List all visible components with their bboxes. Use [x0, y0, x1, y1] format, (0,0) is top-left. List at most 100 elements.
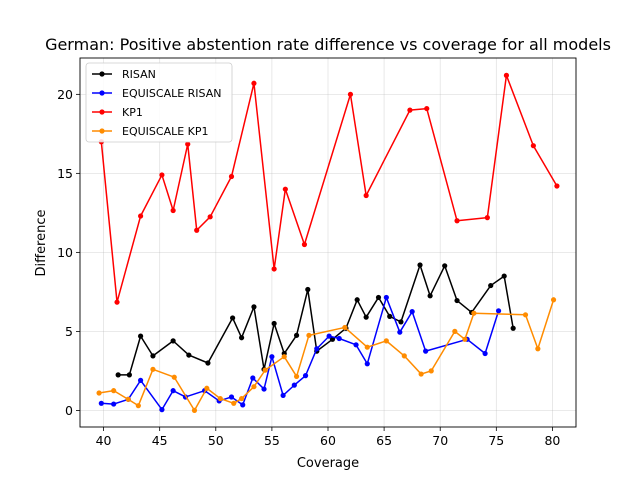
data-point-equiscale-risan — [159, 407, 165, 413]
data-point-kp1 — [185, 141, 191, 147]
y-axis-label: Difference — [34, 209, 49, 276]
data-point-equiscale-kp1 — [306, 332, 312, 338]
legend-item-risan: RISAN — [92, 68, 156, 81]
data-point-equiscale-risan — [170, 388, 176, 394]
data-point-risan — [126, 372, 132, 378]
data-point-risan — [454, 297, 460, 304]
data-point-equiscale-kp1 — [383, 338, 389, 344]
x-tick-label: 80 — [544, 433, 560, 448]
y-tick-label: 10 — [57, 245, 73, 260]
x-tick-label: 65 — [376, 433, 392, 448]
data-point-kp1 — [363, 192, 369, 199]
data-point-equiscale-kp1 — [96, 390, 102, 396]
data-point-equiscale-kp1 — [401, 353, 407, 359]
x-axis-label: Coverage — [297, 456, 359, 471]
data-point-equiscale-risan — [409, 309, 415, 315]
legend-label: RISAN — [122, 68, 156, 81]
legend-item-equiscale-risan: EQUISCALE RISAN — [92, 87, 222, 100]
y-tick-label: 15 — [57, 166, 73, 181]
legend-swatch-marker — [99, 71, 105, 77]
legend-item-equiscale-kp1: EQUISCALE KP1 — [92, 125, 209, 138]
data-point-risan — [488, 282, 494, 289]
chart-title: German: Positive abstention rate differe… — [45, 35, 611, 54]
data-point-equiscale-kp1 — [135, 403, 141, 409]
data-point-risan — [427, 293, 433, 299]
data-point-equiscale-risan — [423, 348, 429, 354]
y-tick-label: 20 — [57, 87, 73, 102]
data-point-risan — [238, 335, 245, 341]
legend-item-kp1: KP1 — [92, 106, 143, 119]
data-point-equiscale-risan — [397, 329, 403, 335]
series-line-equiscale-kp1 — [98, 299, 555, 412]
data-point-risan — [115, 372, 121, 378]
data-point-equiscale-risan — [353, 342, 359, 348]
data-point-risan — [251, 304, 257, 310]
data-point-risan — [417, 262, 423, 268]
data-point-kp1 — [347, 91, 354, 97]
data-point-kp1 — [407, 107, 413, 113]
data-point-equiscale-risan — [280, 392, 286, 398]
data-point-equiscale-kp1 — [293, 373, 300, 380]
data-point-equiscale-risan — [98, 400, 104, 406]
data-point-equiscale-kp1 — [204, 385, 210, 391]
legend-swatch-marker — [99, 109, 105, 115]
data-point-risan — [354, 297, 360, 303]
legend-label: EQUISCALE KP1 — [122, 125, 209, 138]
series-kp1 — [98, 72, 560, 305]
data-point-equiscale-kp1 — [418, 371, 424, 377]
data-point-kp1 — [194, 227, 200, 233]
data-point-risan — [186, 352, 192, 358]
data-point-equiscale-risan — [137, 377, 144, 383]
data-point-equiscale-kp1 — [217, 395, 223, 402]
legend-swatch-marker — [99, 128, 105, 134]
data-point-kp1 — [114, 299, 120, 305]
series-line-kp1 — [100, 74, 558, 303]
data-point-equiscale-risan — [482, 350, 488, 357]
data-point-equiscale-kp1 — [251, 384, 257, 390]
legend-box — [85, 62, 233, 143]
y-tick-label: 0 — [65, 403, 73, 418]
data-point-risan — [363, 314, 369, 320]
data-point-equiscale-risan — [250, 375, 256, 381]
series-equiscale-kp1 — [96, 297, 557, 414]
data-point-equiscale-risan — [269, 354, 275, 360]
data-point-equiscale-kp1 — [111, 388, 117, 394]
data-point-kp1 — [251, 80, 257, 86]
legend-label: KP1 — [122, 106, 143, 119]
data-point-kp1 — [271, 266, 277, 272]
data-point-equiscale-kp1 — [150, 366, 156, 372]
data-point-equiscale-risan — [111, 401, 117, 407]
data-point-equiscale-risan — [336, 335, 342, 342]
data-point-equiscale-risan — [240, 402, 246, 408]
data-point-risan — [170, 338, 176, 344]
axis-ticks: 40 45 50 55 60 65 70 75 80 0 5 10 15 20 — [57, 87, 560, 448]
data-point-equiscale-risan — [228, 394, 235, 400]
data-point-equiscale-kp1 — [342, 324, 348, 331]
x-tick-label: 50 — [208, 433, 224, 448]
data-point-kp1 — [484, 215, 490, 221]
data-point-kp1 — [554, 183, 560, 189]
data-point-kp1 — [170, 207, 176, 214]
data-point-equiscale-risan — [302, 373, 309, 379]
legend-label: EQUISCALE RISAN — [122, 87, 222, 100]
data-point-equiscale-kp1 — [452, 328, 458, 334]
data-point-risan — [387, 313, 393, 319]
data-point-equiscale-risan — [383, 294, 389, 301]
data-point-kp1 — [282, 186, 288, 192]
legend: RISAN EQUISCALE RISAN KP1 EQUISCALE KP1 — [85, 62, 233, 143]
data-point-equiscale-kp1 — [428, 368, 434, 374]
data-point-kp1 — [530, 143, 536, 149]
x-tick-label: 60 — [320, 433, 336, 448]
data-point-risan — [230, 315, 236, 321]
data-point-equiscale-kp1 — [238, 395, 245, 402]
data-point-kp1 — [424, 105, 430, 112]
data-point-kp1 — [228, 173, 235, 180]
data-point-risan — [305, 286, 311, 293]
data-point-equiscale-kp1 — [231, 400, 237, 406]
data-point-equiscale-kp1 — [191, 407, 198, 414]
data-point-kp1 — [503, 72, 510, 78]
data-point-risan — [293, 332, 300, 338]
data-point-equiscale-kp1 — [281, 354, 287, 360]
data-point-kp1 — [207, 214, 213, 220]
